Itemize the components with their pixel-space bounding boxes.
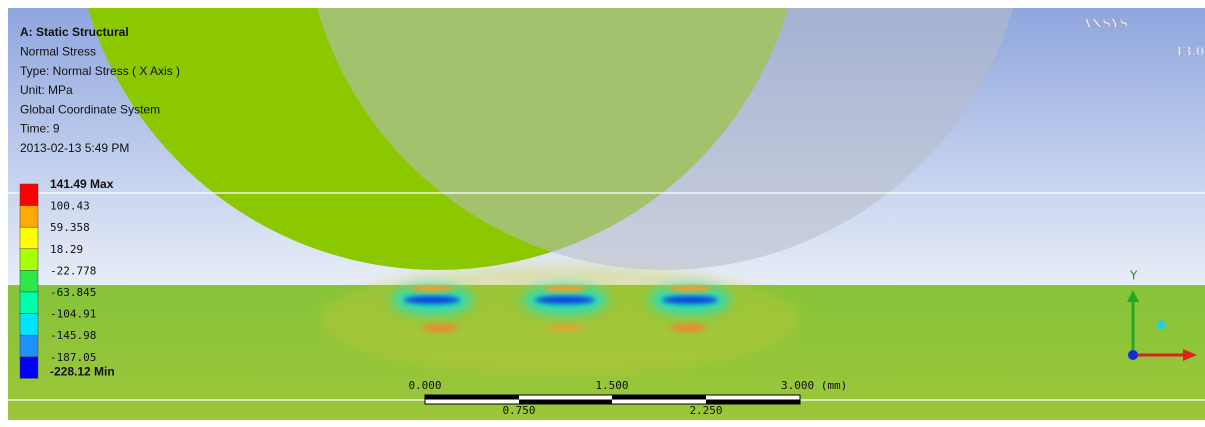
legend-band	[20, 270, 38, 292]
legend-label: 18.29	[50, 243, 83, 256]
legend-label: -187.05	[50, 351, 96, 364]
header-line: Type: Normal Stress ( X Axis )	[20, 64, 180, 78]
legend-band	[20, 335, 38, 357]
legend-label: 141.49 Max	[50, 177, 114, 191]
legend-label: -63.845	[50, 286, 96, 299]
legend-label: 59.358	[50, 221, 90, 234]
contact-patches	[392, 286, 730, 332]
logo-version: 13.0	[1175, 45, 1204, 59]
stress-zone	[320, 265, 800, 375]
scale-label: 1.500	[595, 379, 628, 392]
legend-label: -228.12 Min	[50, 365, 115, 379]
legend-band	[20, 227, 38, 249]
legend-band	[20, 314, 38, 336]
header-line: Unit: MPa	[20, 83, 73, 97]
legend-label: -145.98	[50, 329, 96, 342]
legend-label: -22.778	[50, 264, 96, 277]
header-line: A: Static Structural	[20, 25, 129, 39]
legend-label: -104.91	[50, 308, 96, 321]
legend-band	[20, 206, 38, 228]
logo-brand: ANSYS	[1081, 17, 1128, 31]
scale-label: 0.750	[502, 404, 535, 417]
header-line: 2013-02-13 5:49 PM	[20, 141, 129, 155]
legend-label: 100.43	[50, 200, 90, 213]
scale-label: 2.250	[689, 404, 722, 417]
legend-band	[20, 184, 38, 206]
legend-band	[20, 249, 38, 271]
scene: A: Static Structural Normal Stress Type: N…	[0, 0, 1205, 427]
legend-band	[20, 357, 38, 379]
scale-label: 0.000	[408, 379, 441, 392]
header-line: Time: 9	[20, 122, 60, 136]
scale-label: 3.000 (mm)	[781, 379, 847, 392]
viewport: A: Static Structural Normal Stress Type: N…	[0, 0, 1205, 427]
legend-band	[20, 292, 38, 314]
header-line: Global Coordinate System	[20, 102, 160, 116]
model-view	[8, 0, 1205, 420]
header-line: Normal Stress	[20, 44, 96, 58]
triad-y-label: Y	[1129, 269, 1138, 283]
